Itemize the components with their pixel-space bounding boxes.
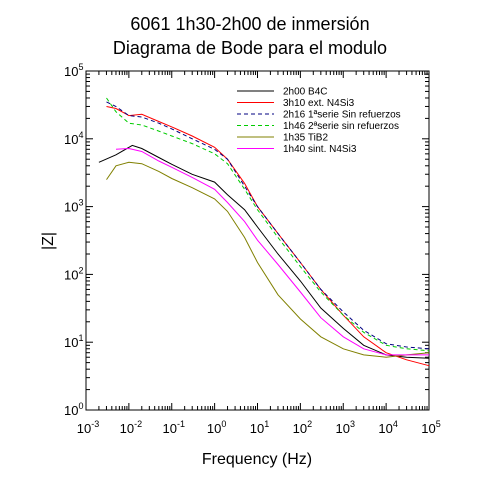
- y-tick-label: 102: [64, 265, 83, 282]
- y-tick-base: 10: [64, 132, 78, 147]
- legend-label-0: 2h00 B4C: [283, 87, 327, 98]
- legend-label-4: 1h35 TiB2: [283, 133, 328, 144]
- y-tick-base: 10: [64, 200, 78, 215]
- x-tick-label: 100: [207, 419, 226, 436]
- x-tick-exp: -3: [91, 419, 99, 429]
- x-tick-base: 10: [293, 421, 307, 436]
- x-tick-label: 105: [421, 419, 440, 436]
- x-tick-exp: 4: [393, 419, 398, 429]
- chart-subtitle: Diagrama de Bode para el modulo: [113, 38, 387, 58]
- y-tick-label: 100: [64, 401, 83, 418]
- legend-label-2: 2h16 1ªserie Sin refuerzos: [283, 110, 401, 121]
- legend-label-5: 1h40 sint. N4Si3: [283, 144, 357, 155]
- x-tick-base: 10: [163, 421, 177, 436]
- y-tick-label: 105: [64, 62, 83, 79]
- x-tick-base: 10: [421, 421, 435, 436]
- y-tick-exp: 0: [78, 401, 83, 411]
- x-tick-label: 103: [336, 419, 355, 436]
- y-tick-base: 10: [64, 64, 78, 79]
- series-line-1: [106, 106, 430, 367]
- x-tick-exp: 3: [350, 419, 355, 429]
- x-tick-label: 104: [378, 419, 397, 436]
- x-tick-base: 10: [336, 421, 350, 436]
- x-tick-exp: 0: [221, 419, 226, 429]
- y-tick-exp: 5: [78, 62, 83, 72]
- y-tick-base: 10: [64, 403, 78, 418]
- y-tick-base: 10: [64, 267, 78, 282]
- x-tick-base: 10: [378, 421, 392, 436]
- x-tick-base: 10: [120, 421, 134, 436]
- legend-label-3: 1h46 2ªserie sin refuerzos: [283, 121, 399, 132]
- x-tick-label: 10-2: [120, 419, 142, 436]
- series-line-2: [106, 101, 430, 350]
- x-tick-base: 10: [77, 421, 91, 436]
- y-tick-exp: 2: [78, 265, 83, 275]
- y-tick-label: 104: [64, 130, 83, 147]
- chart-title: 6061 1h30-2h00 de inmersión: [130, 14, 369, 34]
- axis-ticks: 10-3 10-2 10-1 100 101 102 103 104 1051001011021…: [64, 62, 441, 436]
- x-tick-label: 10-1: [163, 419, 185, 436]
- x-tick-exp: -1: [177, 419, 185, 429]
- x-tick-label: 102: [293, 419, 312, 436]
- x-tick-base: 10: [250, 421, 264, 436]
- y-tick-label: 103: [64, 198, 83, 215]
- x-tick-label: 10-3: [77, 419, 99, 436]
- series-line-5: [115, 147, 429, 356]
- series-line-4: [106, 161, 430, 358]
- series-line-3: [106, 97, 430, 352]
- x-tick-exp: 2: [307, 419, 312, 429]
- y-tick-label: 101: [64, 333, 83, 350]
- y-tick-exp: 4: [78, 130, 83, 140]
- y-axis-label: |Z|: [40, 232, 57, 250]
- y-tick-exp: 1: [78, 333, 83, 343]
- x-axis-label: Frequency (Hz): [202, 451, 312, 468]
- x-tick-exp: 5: [436, 419, 441, 429]
- series-line-0: [98, 144, 430, 359]
- x-tick-exp: -2: [134, 419, 142, 429]
- x-tick-base: 10: [207, 421, 221, 436]
- series-group: [98, 97, 430, 367]
- legend-label-1: 3h10 ext. N4Si3: [283, 98, 355, 109]
- y-tick-exp: 3: [78, 198, 83, 208]
- x-tick-label: 101: [250, 419, 269, 436]
- y-tick-base: 10: [64, 335, 78, 350]
- x-tick-exp: 1: [264, 419, 269, 429]
